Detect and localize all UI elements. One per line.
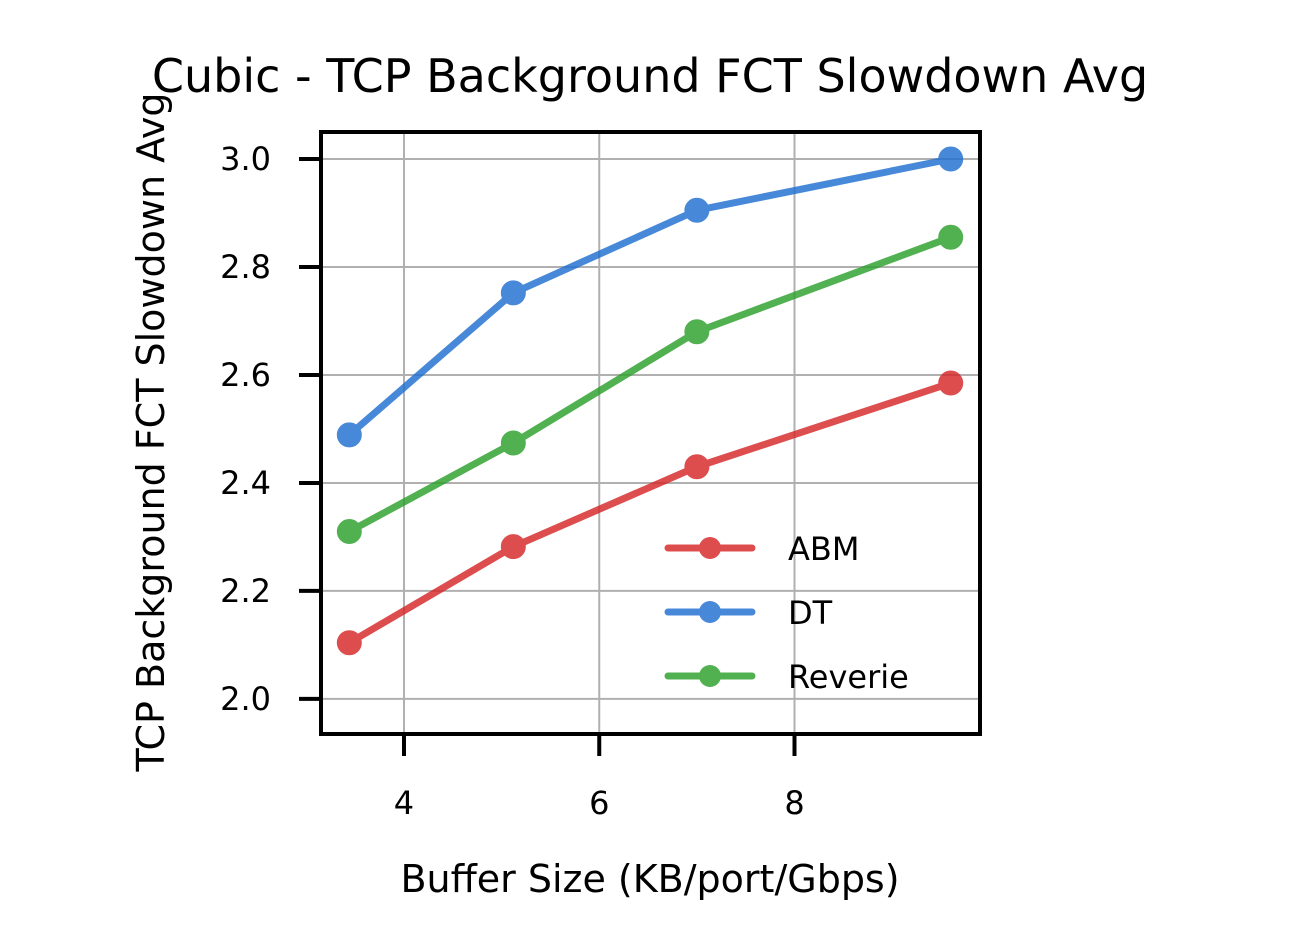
- data-point: [336, 630, 362, 656]
- legend-label: ABM: [788, 530, 859, 568]
- legend-item-reverie: Reverie: [664, 658, 909, 696]
- x-tick-label: 6: [589, 784, 609, 822]
- x-tick-label: 4: [394, 784, 414, 822]
- data-point: [336, 422, 362, 448]
- y-tick-label: 2.2: [220, 572, 271, 610]
- series-line: [345, 379, 955, 647]
- legend: ABM DT Reverie: [664, 530, 909, 696]
- data-point: [938, 224, 964, 250]
- x-axis-label: Buffer Size (KB/port/Gbps): [400, 857, 899, 901]
- data-point: [684, 319, 710, 345]
- data-point: [938, 370, 964, 396]
- y-tick-label: 2.8: [220, 248, 271, 286]
- y-tick-label: 2.6: [220, 356, 271, 394]
- legend-marker: [699, 537, 721, 559]
- data-point: [684, 197, 710, 223]
- chart-title: Cubic - TCP Background FCT Slowdown Avg: [152, 49, 1148, 103]
- y-axis: 2.0 2.2 2.4 2.6 2.8 3.0: [220, 140, 321, 718]
- legend-swatch: [664, 665, 756, 687]
- series-line: [345, 155, 955, 439]
- y-tick-label: 2.4: [220, 464, 271, 502]
- legend-swatch: [664, 601, 756, 623]
- legend-marker: [699, 665, 721, 687]
- grid: [321, 132, 980, 734]
- y-axis-label: TCP Background FCT Slowdown Avg: [129, 93, 173, 773]
- data-point: [500, 430, 526, 456]
- legend-item-abm: ABM: [664, 530, 859, 568]
- legend-swatch: [664, 537, 756, 559]
- legend-marker: [699, 601, 721, 623]
- series-reverie: [336, 224, 964, 545]
- y-tick-label: 2.0: [220, 680, 271, 718]
- data-point: [938, 146, 964, 172]
- series-layer: [336, 146, 964, 656]
- series-line: [345, 233, 955, 536]
- x-axis: 4 6 8: [394, 734, 805, 822]
- data-point: [684, 454, 710, 480]
- y-tick-label: 3.0: [220, 140, 271, 178]
- x-tick-label: 8: [784, 784, 804, 822]
- series-abm: [336, 370, 964, 656]
- data-point: [500, 280, 526, 306]
- series-dt: [336, 146, 964, 448]
- data-point: [336, 519, 362, 545]
- legend-item-dt: DT: [664, 594, 833, 632]
- legend-label: DT: [788, 594, 833, 632]
- legend-label: Reverie: [788, 658, 909, 696]
- plot-frame: [319, 130, 982, 736]
- data-point: [500, 534, 526, 560]
